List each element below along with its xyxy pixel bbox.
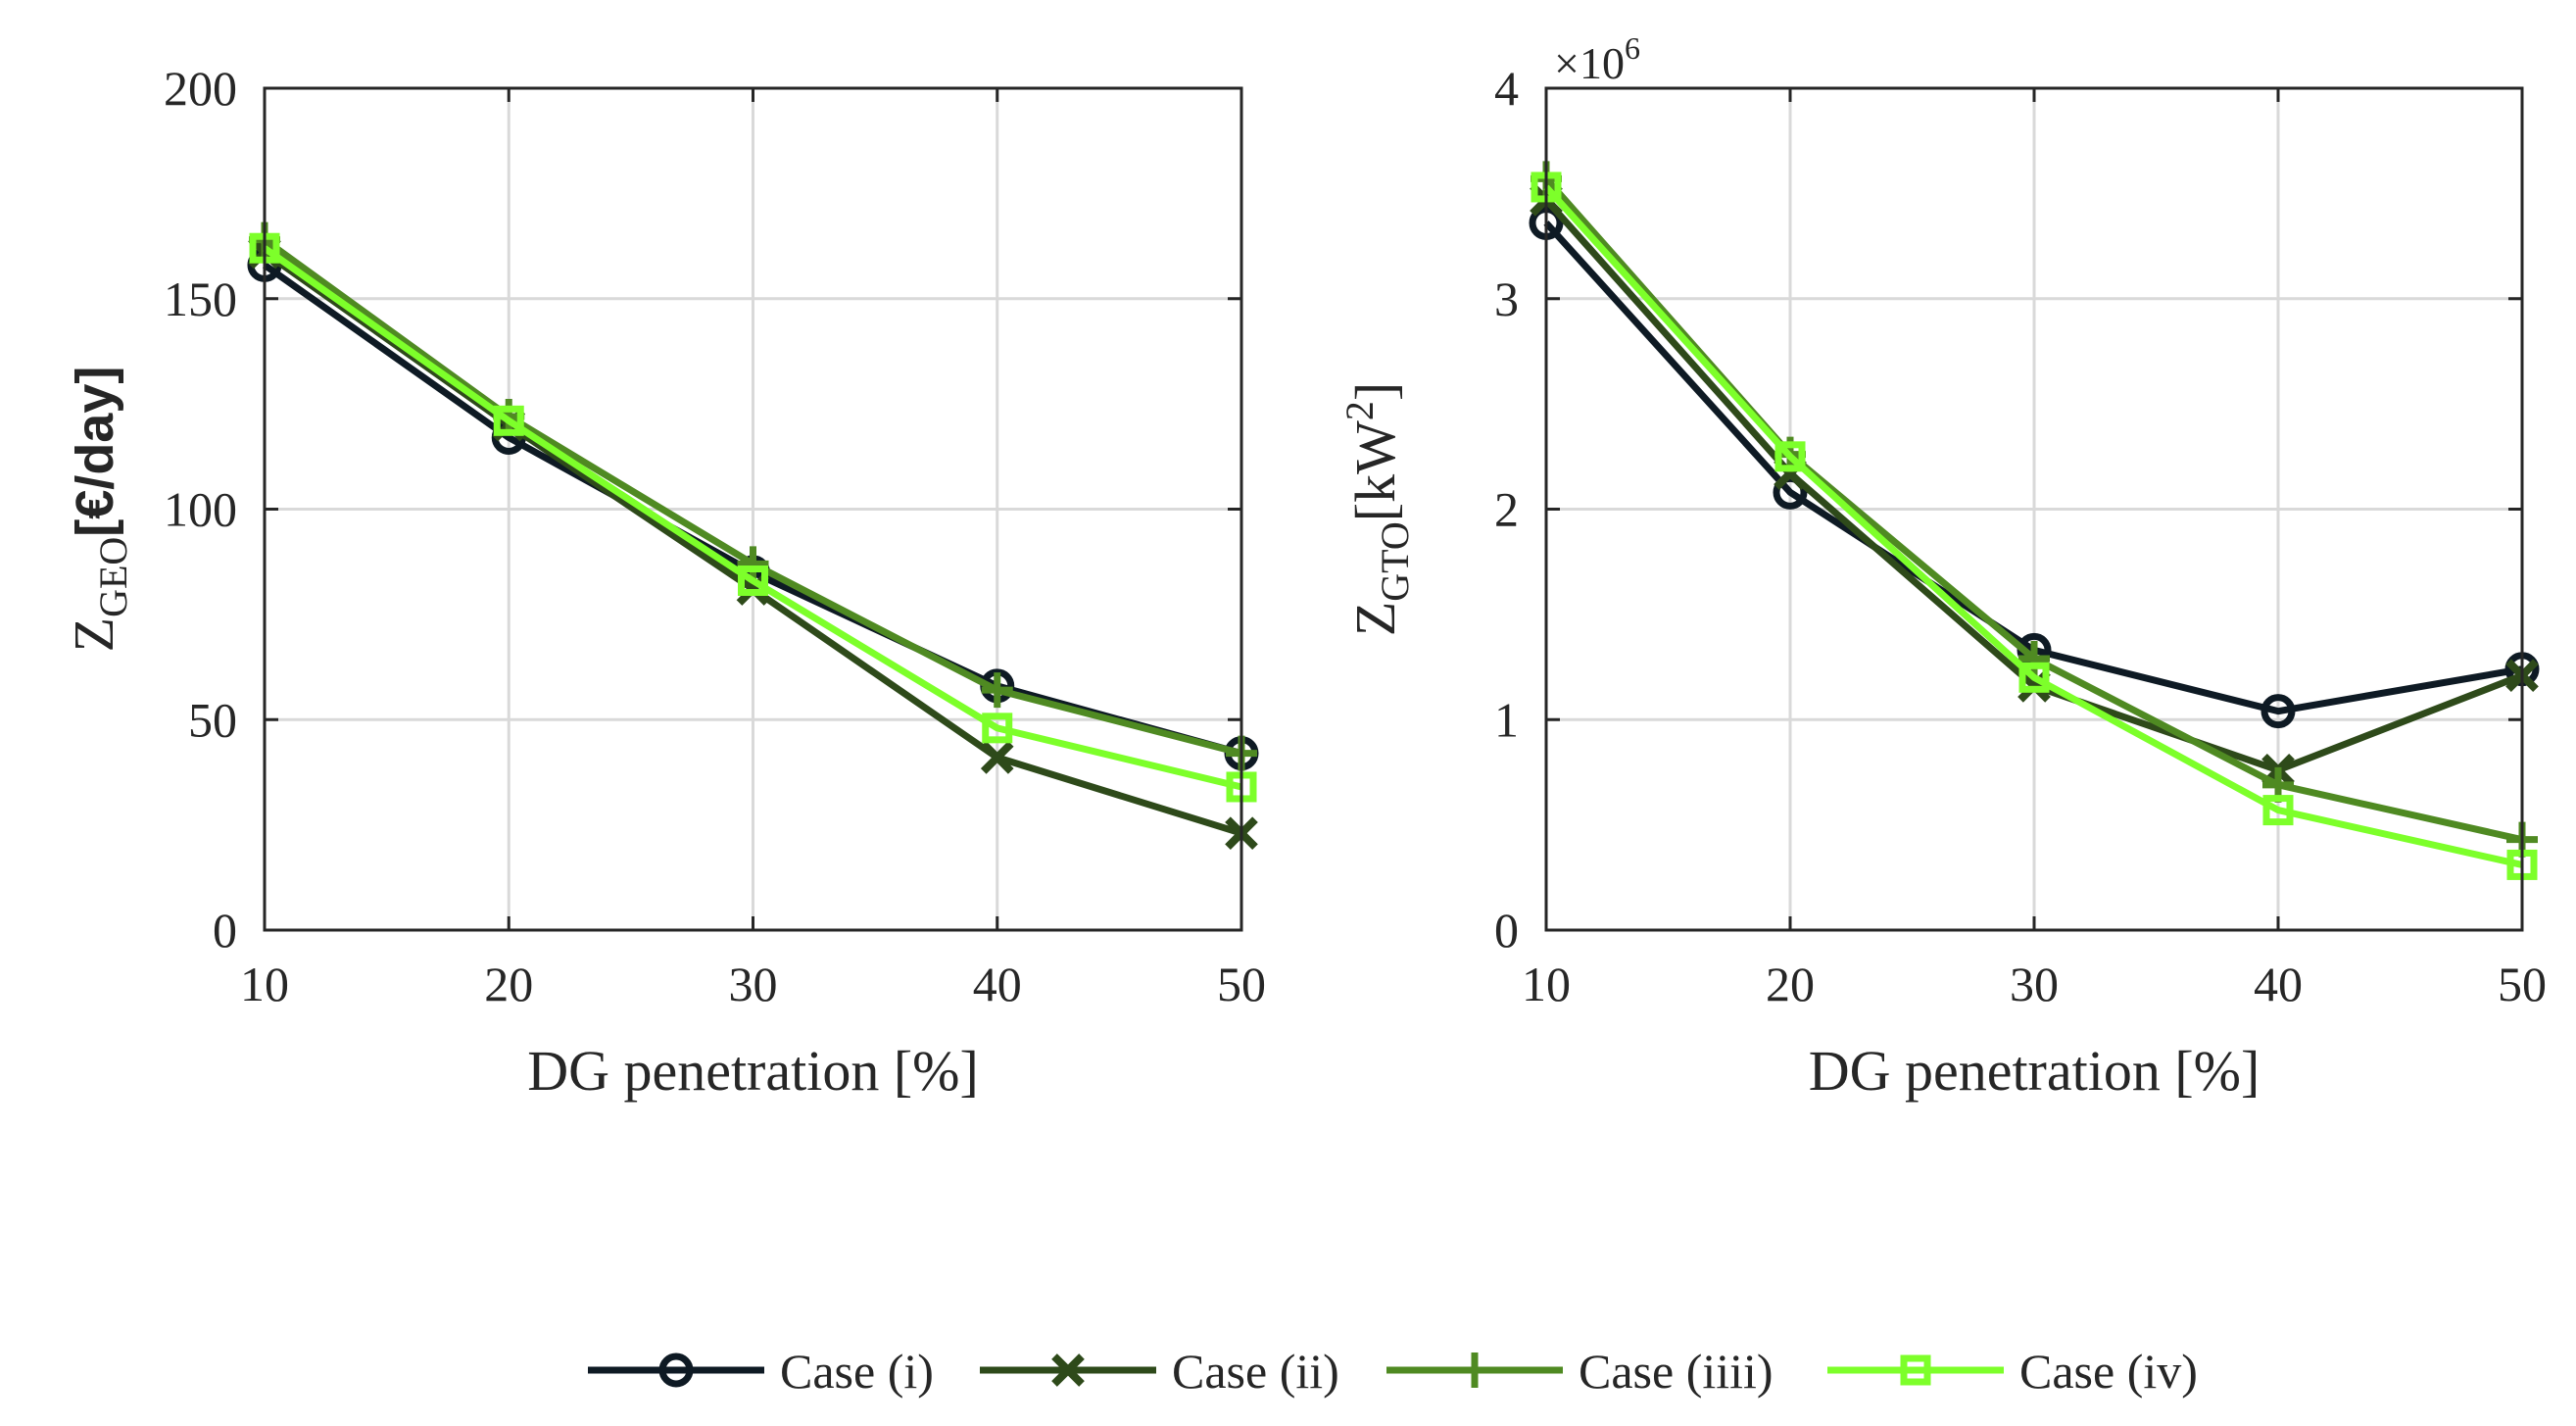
y-tick-label: 150	[164, 271, 237, 326]
x-tick-label: 40	[2254, 957, 2303, 1011]
legend-label: Case (ii)	[1172, 1344, 1339, 1399]
x-axis-label: DG penetration [%]	[527, 1039, 979, 1103]
y-label-sup: 2	[1337, 401, 1382, 420]
axis-ticks: 10 20 30 40 50 0 1 2 3 4	[1494, 61, 2547, 1011]
series-group	[1529, 161, 2540, 880]
y-label-main: Z	[1343, 602, 1407, 636]
y-tick-label: 4	[1494, 61, 1519, 116]
data-point-series-4	[2262, 795, 2294, 826]
y-label-sub: GTO	[1373, 521, 1417, 601]
legend-marker-circle	[658, 1352, 694, 1388]
legend: Case (i) Case (ii) Case (iiii) Case (iv)	[588, 1344, 2198, 1399]
y-axis-label: ZGEO[€/day]	[62, 367, 135, 653]
x-tick-label: 50	[2498, 957, 2547, 1011]
exponent-base: ×10	[1554, 38, 1625, 88]
data-point-series-3	[737, 546, 769, 582]
legend-entry-2: Case (ii)	[980, 1344, 1339, 1399]
data-point-series-3	[981, 672, 1013, 709]
exponent-power: 6	[1625, 30, 1640, 66]
legend-entry-4: Case (iv)	[1827, 1344, 2198, 1399]
grid	[263, 86, 1243, 932]
x-axis-label: DG penetration [%]	[1809, 1039, 2260, 1103]
x-tick-label: 20	[1766, 957, 1815, 1011]
data-point-series-2	[980, 741, 1014, 774]
data-point-series-4	[493, 405, 524, 436]
x-tick-label: 40	[973, 957, 1022, 1011]
legend-marker-x	[1051, 1353, 1085, 1387]
y-label-sub: GEO	[91, 537, 135, 617]
y-label-unit: [€/day]	[66, 367, 124, 537]
y-tick-label: 100	[164, 482, 237, 537]
legend-marker-plus	[1459, 1352, 1490, 1388]
y-tick-label: 50	[188, 692, 237, 747]
data-point-series-4	[1774, 441, 1806, 472]
axis-ticks: 10 20 30 40 50 0 50 100 150 200	[164, 61, 1266, 1011]
legend-label: Case (iiii)	[1579, 1344, 1774, 1399]
x-tick-label: 10	[1522, 957, 1571, 1011]
y-tick-label: 200	[164, 61, 237, 116]
legend-entry-1: Case (i)	[588, 1344, 934, 1399]
data-point-series-4	[982, 713, 1013, 744]
y-tick-label: 1	[1494, 692, 1519, 747]
legend-marker-square	[1900, 1354, 1931, 1386]
x-tick-label: 20	[484, 957, 533, 1011]
y-label-main: Z	[62, 617, 125, 652]
y-tick-label: 3	[1494, 271, 1519, 326]
y-tick-label: 0	[213, 903, 237, 958]
y-axis-label: ZGTO[kW2]	[1337, 382, 1417, 636]
x-tick-label: 50	[1217, 957, 1266, 1011]
legend-entry-3: Case (iiii)	[1386, 1344, 1774, 1399]
y-tick-label: 2	[1494, 482, 1519, 537]
data-point-series-4	[2018, 662, 2050, 693]
x-tick-label: 30	[729, 957, 778, 1011]
series-line-4	[262, 245, 1242, 791]
y-label-unit: [kW	[1343, 420, 1407, 521]
x-tick-label: 10	[240, 957, 289, 1011]
exponent-label: ×106	[1554, 30, 1640, 88]
y-label-close: ]	[1343, 382, 1407, 401]
data-point-series-3	[2018, 640, 2050, 676]
x-tick-label: 30	[2010, 957, 2059, 1011]
legend-label: Case (iv)	[2019, 1344, 2198, 1399]
series-line-4	[1543, 184, 2523, 868]
data-point-series-4	[738, 565, 768, 597]
legend-label: Case (i)	[780, 1344, 934, 1399]
data-point-series-1	[2260, 694, 2296, 729]
y-tick-label: 0	[1494, 903, 1519, 958]
chart-geo: 10 20 30 40 50 0 50 100 150 200 DG penetration [%…	[62, 61, 1266, 1103]
